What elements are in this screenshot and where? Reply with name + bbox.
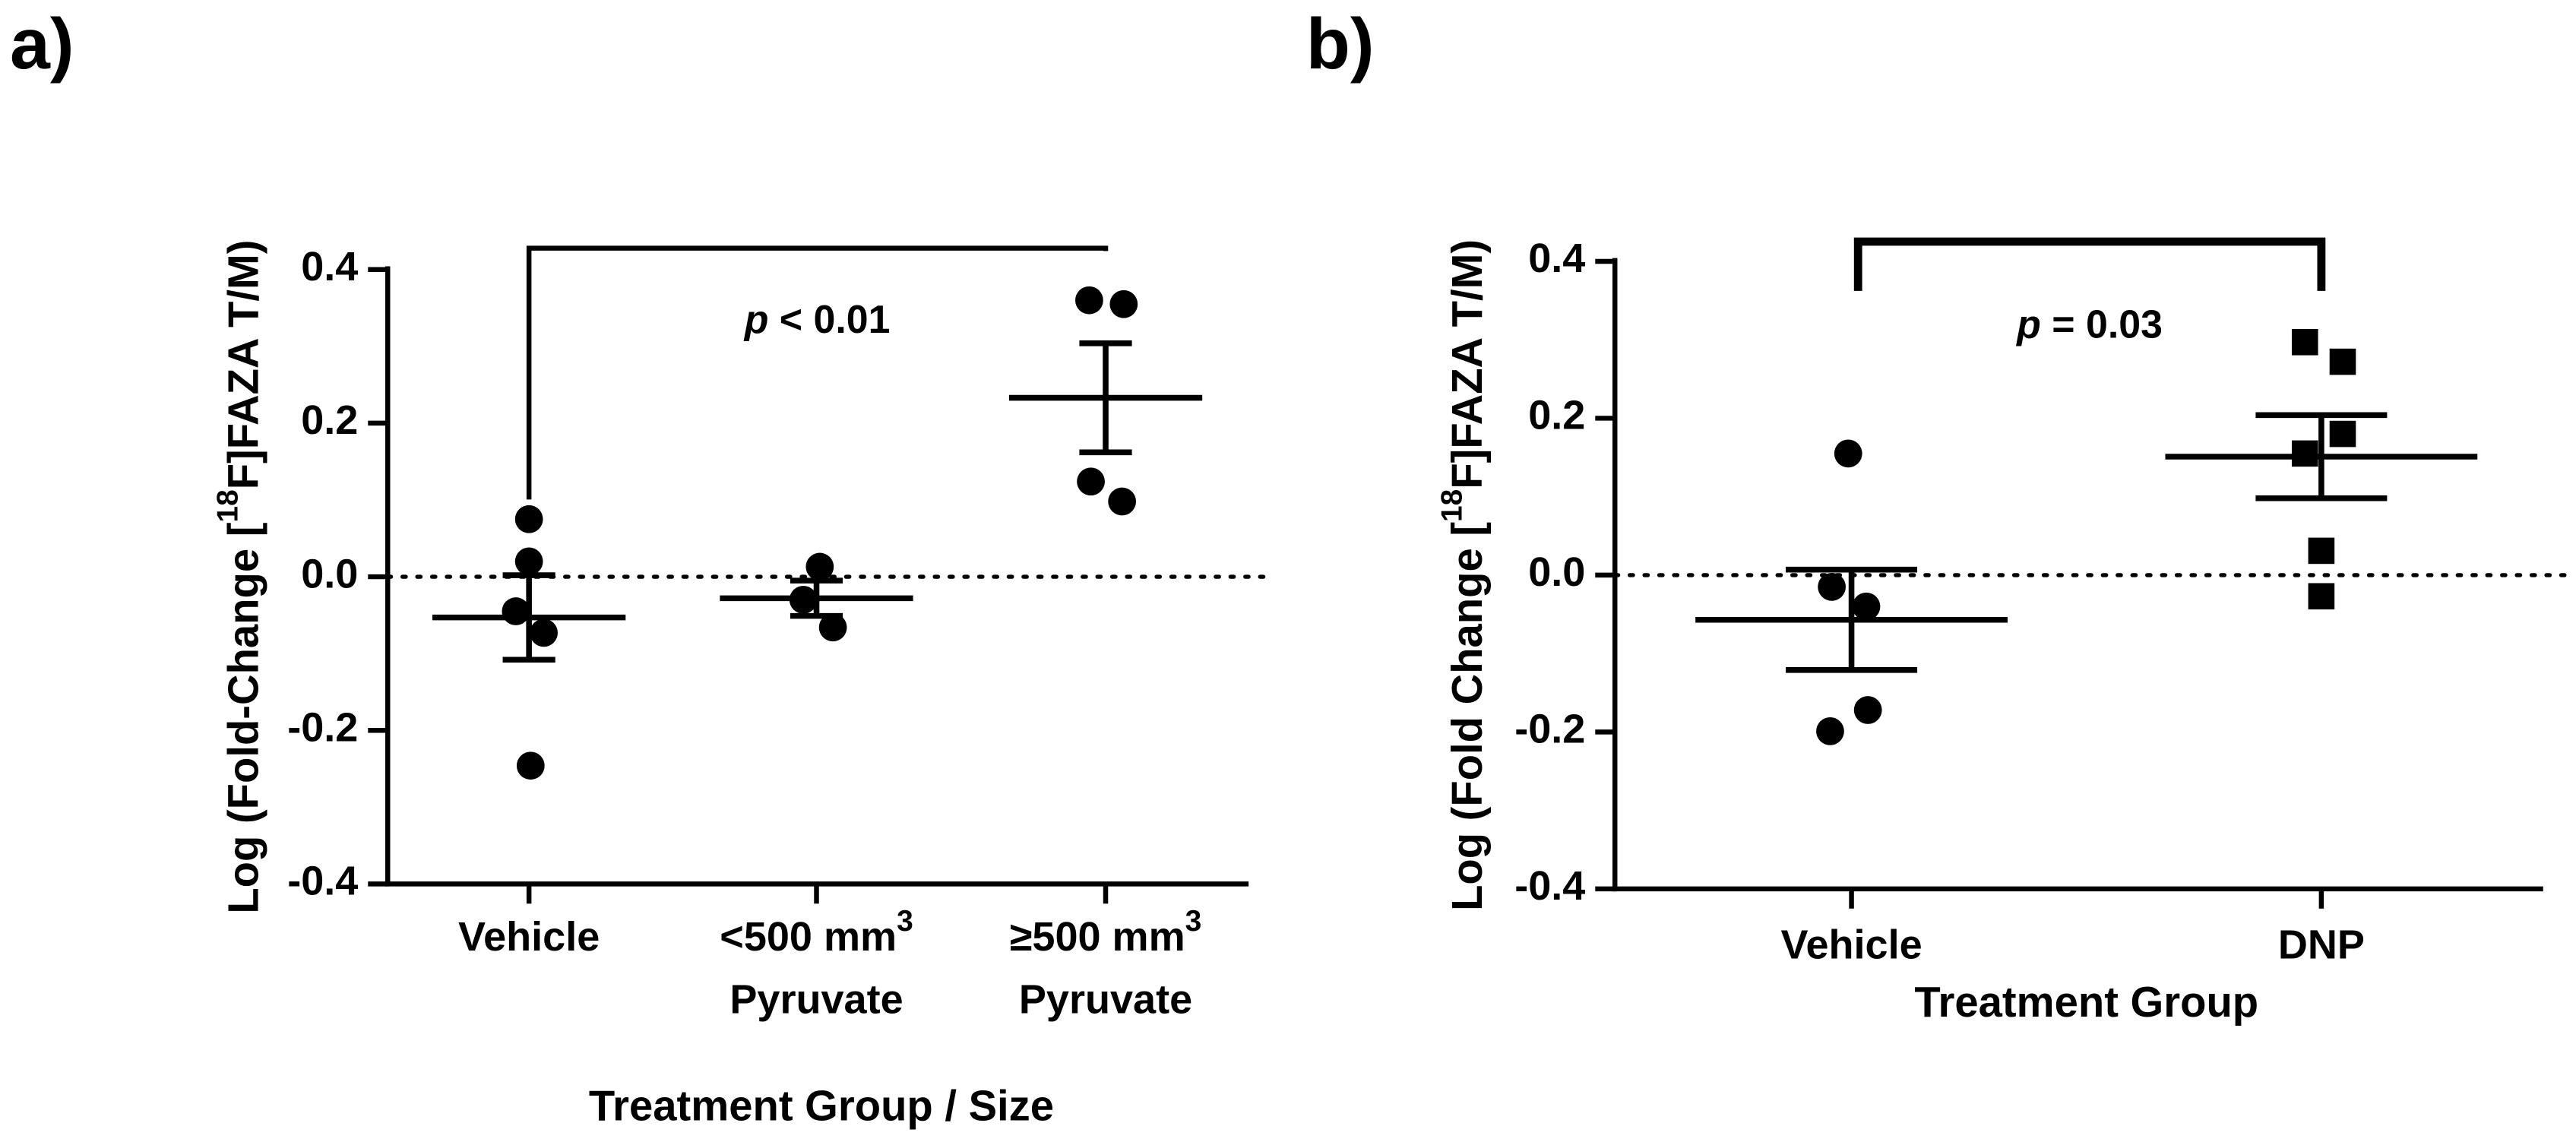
annotation-italic: p	[2015, 302, 2041, 346]
point	[789, 586, 818, 614]
point	[1077, 467, 1105, 496]
annotation-italic: p	[743, 297, 769, 341]
point	[1816, 717, 1844, 745]
annotation: p = 0.03	[2015, 302, 2163, 346]
x-axis-label: Treatment Group	[1914, 978, 2258, 1026]
point	[2291, 440, 2318, 467]
x-tick-label: Vehicle	[458, 914, 600, 960]
point	[2291, 329, 2318, 356]
y-axis-label-part: Log (Fold-Change [	[219, 522, 267, 913]
x-tick-label-sup: 3	[897, 906, 913, 938]
y-axis-label-part: F]FAZA T/M)	[1443, 239, 1491, 489]
panel-label: a)	[10, 4, 74, 84]
y-axis-label: Log (Fold-Change [18F]FAZA T/M)	[212, 239, 267, 913]
y-axis-label-part: F]FAZA T/M)	[219, 239, 267, 489]
x-tick-label: Vehicle	[1780, 922, 1922, 968]
point	[2329, 348, 2356, 375]
x-axis-label: Treatment Group / Size	[589, 1081, 1054, 1129]
annotation-text: < 0.01	[768, 297, 890, 341]
point	[514, 547, 543, 576]
x-tick-label: ≥500 mm3	[1010, 906, 1202, 960]
point	[1852, 592, 1881, 621]
y-tick-label: -0.2	[287, 704, 358, 750]
y-tick-label: 0.0	[301, 551, 358, 596]
error-bar	[1786, 566, 1918, 673]
y-axis-label: Log (Fold Change [18F]FAZA T/M)	[1436, 239, 1491, 911]
y-tick-label: 0.4	[301, 244, 358, 289]
point	[818, 613, 847, 642]
panel-label: b)	[1306, 4, 1375, 84]
point	[2308, 537, 2335, 565]
point	[1108, 487, 1137, 516]
point	[514, 505, 543, 533]
point	[530, 618, 558, 647]
point	[516, 751, 545, 780]
x-tick-label-text: <500 mm	[720, 914, 897, 960]
panel: b) Log (Fold Change [18F]FAZA T/M) Treatme…	[1306, 4, 2570, 1026]
annotation: p < 0.01	[743, 297, 891, 341]
point	[2329, 420, 2356, 448]
y-tick-label: 0.2	[1528, 393, 1585, 438]
y-axis-label-part: 18	[212, 489, 245, 522]
y-tick-label: -0.4	[287, 859, 358, 904]
x-tick-label-sup: 3	[1185, 906, 1202, 938]
point	[1109, 289, 1138, 318]
point	[502, 597, 530, 625]
significance-bracket	[1853, 237, 2326, 291]
x-tick-label: DNP	[2278, 922, 2365, 968]
y-axis-label-part: Log (Fold Change [	[1443, 522, 1491, 911]
x-tick-label-text: ≥500 mm	[1010, 914, 1185, 960]
x-tick-label: Pyruvate	[1019, 976, 1192, 1022]
panel: a) Log (Fold-Change [18F]FAZA T/M) Treatme…	[10, 4, 1276, 1129]
point	[1834, 439, 1862, 468]
x-tick-label-text: DNP	[2278, 922, 2365, 968]
point	[2308, 583, 2335, 610]
y-tick-label: 0.0	[1528, 549, 1585, 595]
y-axis-label-part: 18	[1436, 489, 1469, 522]
point	[1075, 286, 1103, 315]
point	[1853, 696, 1882, 724]
y-tick-label: -0.2	[1514, 707, 1585, 752]
x-tick-label: Pyruvate	[729, 976, 903, 1022]
x-tick-label: <500 mm3	[720, 906, 913, 960]
annotation-text: = 0.03	[2041, 302, 2163, 346]
significance-bracket	[526, 245, 1109, 500]
x-tick-label-text: Vehicle	[1780, 922, 1922, 968]
y-tick-label: 0.2	[301, 397, 358, 443]
error-bar	[1079, 340, 1132, 456]
y-tick-label: -0.4	[1514, 863, 1585, 909]
point	[1818, 573, 1846, 601]
y-tick-label: 0.4	[1528, 236, 1585, 281]
error-bar	[2255, 412, 2388, 501]
point	[805, 552, 834, 581]
x-tick-label-text: Vehicle	[458, 914, 600, 960]
